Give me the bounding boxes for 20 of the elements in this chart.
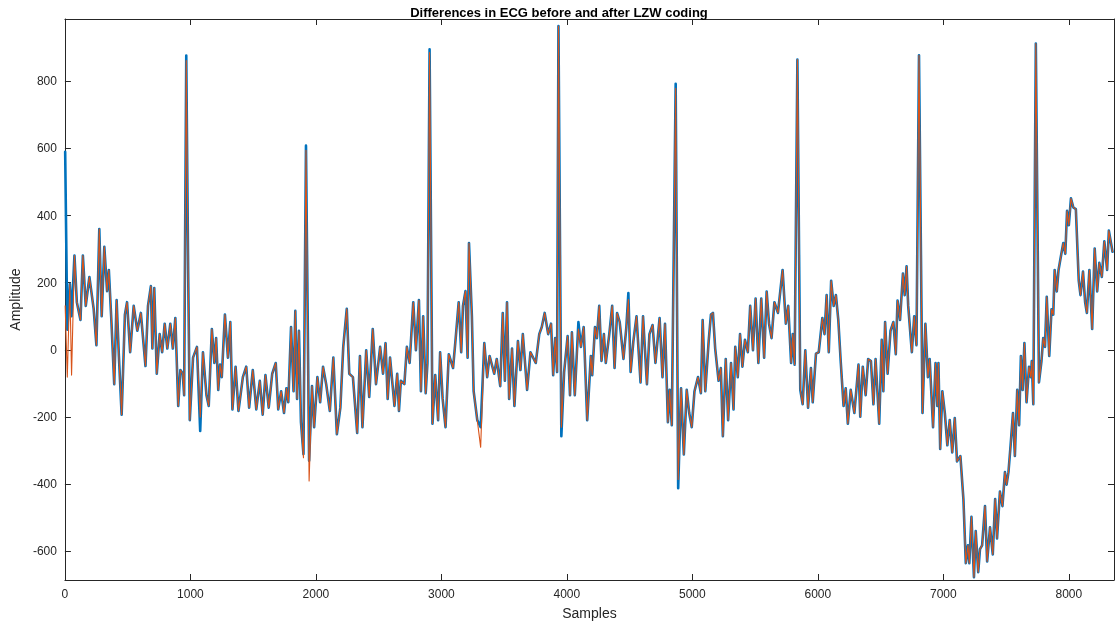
y-tick-label: -600 <box>32 544 58 559</box>
y-tick-label: 400 <box>36 208 58 223</box>
x-tick-label: 3000 <box>428 587 456 601</box>
x-tick-label: 8000 <box>1055 587 1083 601</box>
x-tick-label: 0 <box>61 587 69 601</box>
x-tick-label: 1000 <box>177 587 205 601</box>
y-tick-label: 800 <box>36 74 58 89</box>
x-tick-label: 5000 <box>679 587 707 601</box>
y-tick-label: -400 <box>32 477 58 492</box>
x-axis-title: Samples <box>562 605 617 621</box>
y-tick-label: 600 <box>36 141 58 156</box>
y-tick-label: -200 <box>32 410 58 425</box>
x-tick-label: 6000 <box>804 587 832 601</box>
x-tick-label: 4000 <box>553 587 581 601</box>
y-tick-label: 0 <box>50 342 58 357</box>
chart-title: Differences in ECG before and after LZW coding <box>410 5 708 20</box>
y-tick-label: 200 <box>36 275 58 290</box>
x-tick-label: 2000 <box>302 587 330 601</box>
x-tick-label: 7000 <box>929 587 958 601</box>
y-axis-title: Amplitude <box>7 268 23 331</box>
